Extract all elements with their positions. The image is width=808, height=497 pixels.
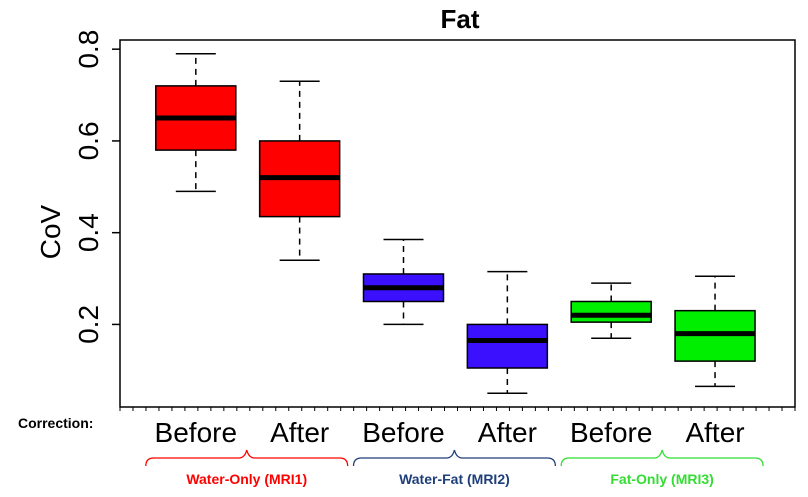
correction-label: Correction: (18, 415, 93, 431)
box-5 (570, 300, 652, 323)
x-tick-label: Before (570, 417, 653, 448)
group-brace (145, 449, 349, 467)
x-tick-label: Before (362, 417, 445, 448)
box-4 (466, 323, 549, 369)
x-tick-label: Before (155, 417, 238, 448)
group-label: Water-Only (MRI1) (186, 471, 307, 487)
y-tick-label: 0.4 (73, 213, 104, 252)
group-brace (560, 449, 764, 467)
group-label: Fat-Only (MRI3) (610, 471, 713, 487)
plot-area: 0.2 0.4 0.6 0.8 Before After Before After Before… (73, 30, 796, 487)
y-tick-label: 0.8 (73, 30, 104, 69)
y-tick-label: 0.6 (73, 121, 104, 160)
x-tick-label: After (685, 417, 744, 448)
x-tick-label: After (478, 417, 537, 448)
group-brace (352, 449, 556, 467)
group-label: Water-Fat (MRI2) (399, 471, 510, 487)
y-tick-label: 0.2 (73, 305, 104, 344)
y-axis-label: CoV (35, 204, 66, 259)
x-tick-label: After (270, 417, 329, 448)
chart-title: Fat (441, 4, 480, 34)
